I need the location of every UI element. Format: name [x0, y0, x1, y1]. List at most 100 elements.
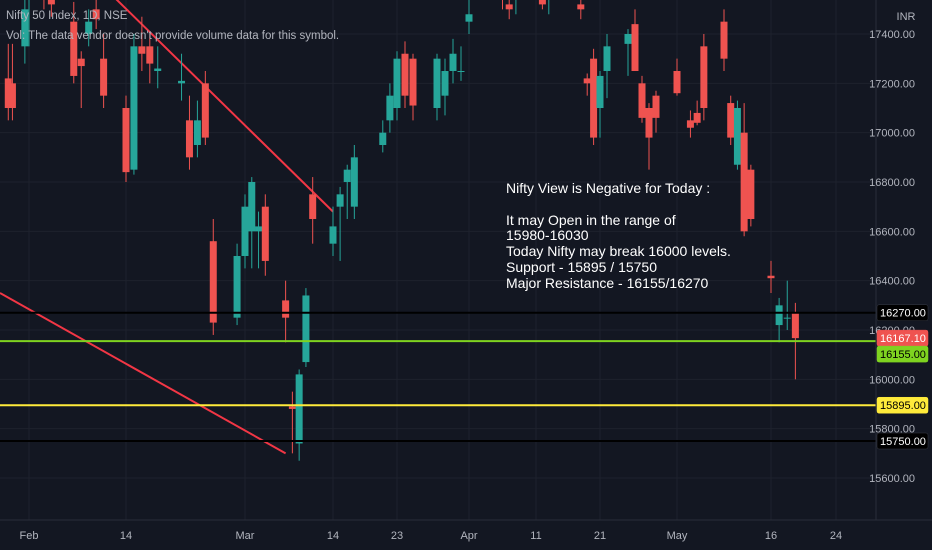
- note-line-2: It may Open in the range of: [506, 211, 676, 228]
- candle-body: [379, 132, 387, 145]
- candle-body: [693, 112, 701, 123]
- price-tick-label: 15800.00: [869, 424, 915, 436]
- price-label-text: 15750.00: [880, 436, 926, 448]
- time-axis[interactable]: Feb 14 Mar 14 23 Apr 11 21 May 16 24: [20, 530, 843, 542]
- candle-body: [201, 83, 209, 138]
- candle-2022-05-11: [733, 100, 741, 170]
- candle-2022-05-17: [775, 297, 783, 343]
- candle-2022-02-11: [100, 34, 108, 108]
- time-tick-label: 23: [391, 530, 403, 542]
- time-tick-label: Feb: [20, 530, 39, 542]
- candle-body: [309, 194, 317, 219]
- price-label-15750.00: 15750.00: [876, 432, 929, 450]
- candle-body: [791, 312, 799, 339]
- candle-body: [209, 241, 217, 323]
- candle-body: [652, 95, 660, 118]
- candle-2022-02-23: [193, 100, 201, 158]
- candle-body: [457, 71, 465, 72]
- candle-2022-03-23: [393, 51, 401, 121]
- price-tick-label: 17000.00: [869, 128, 915, 140]
- candle-body: [282, 300, 290, 318]
- candle-body: [645, 108, 653, 138]
- candle-2022-04-18: [577, 0, 585, 20]
- trendline-1: [0, 292, 287, 455]
- candle-body: [409, 58, 417, 106]
- price-tick-label: 16600.00: [869, 226, 915, 238]
- candle-2022-04-19: [583, 73, 591, 96]
- time-tick-label: 16: [765, 530, 777, 542]
- candle-body: [288, 406, 296, 409]
- candle-2022-04-21: [596, 71, 604, 138]
- price-label-box: [876, 345, 929, 363]
- candle-2022-05-04: [686, 110, 694, 138]
- candle-2022-03-28: [433, 53, 441, 121]
- candle-body: [596, 75, 604, 108]
- candle-2022-03-29: [441, 58, 449, 116]
- candle-body: [295, 374, 303, 444]
- candle-body: [465, 14, 473, 22]
- candle-2022-03-07: [282, 280, 290, 343]
- candle-2022-05-09: [720, 9, 728, 71]
- time-tick-label: 14: [327, 530, 339, 542]
- candle-2022-04-01: [465, 0, 473, 34]
- candle-body: [783, 317, 791, 319]
- price-label-box: [876, 304, 929, 321]
- candle-body: [233, 256, 241, 318]
- candle-body: [241, 206, 249, 256]
- candle-2022-01-28: [8, 43, 16, 121]
- candle-2022-03-16: [343, 164, 351, 219]
- candle-2022-04-12: [538, 0, 546, 10]
- candle-2022-04-29: [652, 90, 660, 133]
- note-line-6: Major Resistance - 16155/16270: [506, 274, 709, 291]
- candle-2022-02-10: [92, 0, 100, 30]
- candle-body: [638, 83, 646, 118]
- candle-body: [77, 58, 85, 67]
- price-tick-label: 16000.00: [869, 374, 915, 386]
- candle-2022-04-07: [505, 0, 513, 20]
- candle-body: [336, 194, 344, 207]
- candle-body: [624, 34, 632, 44]
- candle-body: [720, 21, 728, 59]
- time-tick-label: May: [667, 530, 688, 542]
- time-tick-label: 21: [594, 530, 606, 542]
- candle-body: [603, 46, 611, 71]
- currency-label: INR: [897, 11, 916, 23]
- candle-2022-03-30: [449, 38, 457, 84]
- candle-body: [138, 46, 146, 54]
- price-tick-label: 17400.00: [869, 29, 915, 41]
- candle-2022-04-25: [624, 29, 632, 76]
- candle-2022-02-28: [233, 243, 241, 326]
- candle-2022-03-21: [379, 120, 387, 153]
- candle-2022-02-16: [138, 16, 146, 71]
- price-label-text: 16155.00: [880, 349, 926, 361]
- note-line-5: Support - 15895 / 15750: [506, 258, 658, 275]
- price-label-text: 16270.00: [880, 308, 926, 320]
- candle-body: [583, 78, 591, 84]
- price-label-box: [876, 432, 929, 450]
- candle-body: [255, 226, 263, 232]
- candle-body: [386, 95, 394, 121]
- candle-body: [85, 21, 93, 34]
- candle-2022-02-15: [130, 34, 138, 175]
- candles: [4, 0, 799, 461]
- time-tick-label: Apr: [460, 530, 477, 542]
- candle-2022-01-27: [4, 43, 12, 121]
- symbol-title[interactable]: Nifty 50 Index, 1D, NSE: [6, 10, 128, 22]
- candle-body: [178, 80, 186, 84]
- candle-body: [8, 83, 16, 108]
- note-line-1: Nifty View is Negative for Today :: [506, 180, 711, 196]
- price-label-15895.00: 15895.00: [876, 396, 929, 414]
- candle-2022-04-22: [603, 34, 611, 99]
- candle-2022-03-09: [295, 369, 303, 461]
- candle-2022-02-09: [85, 9, 93, 47]
- candle-2022-05-16: [767, 260, 775, 293]
- candle-2022-02-04: [47, 0, 55, 17]
- candle-2022-05-06: [700, 34, 708, 121]
- candle-body: [21, 9, 29, 47]
- price-axis[interactable]: 15600.0015800.0016000.0016200.0016400.00…: [869, 29, 915, 485]
- candle-2022-04-28: [645, 103, 653, 170]
- candle-body: [329, 226, 337, 244]
- candle-2022-04-13: [548, 0, 550, 15]
